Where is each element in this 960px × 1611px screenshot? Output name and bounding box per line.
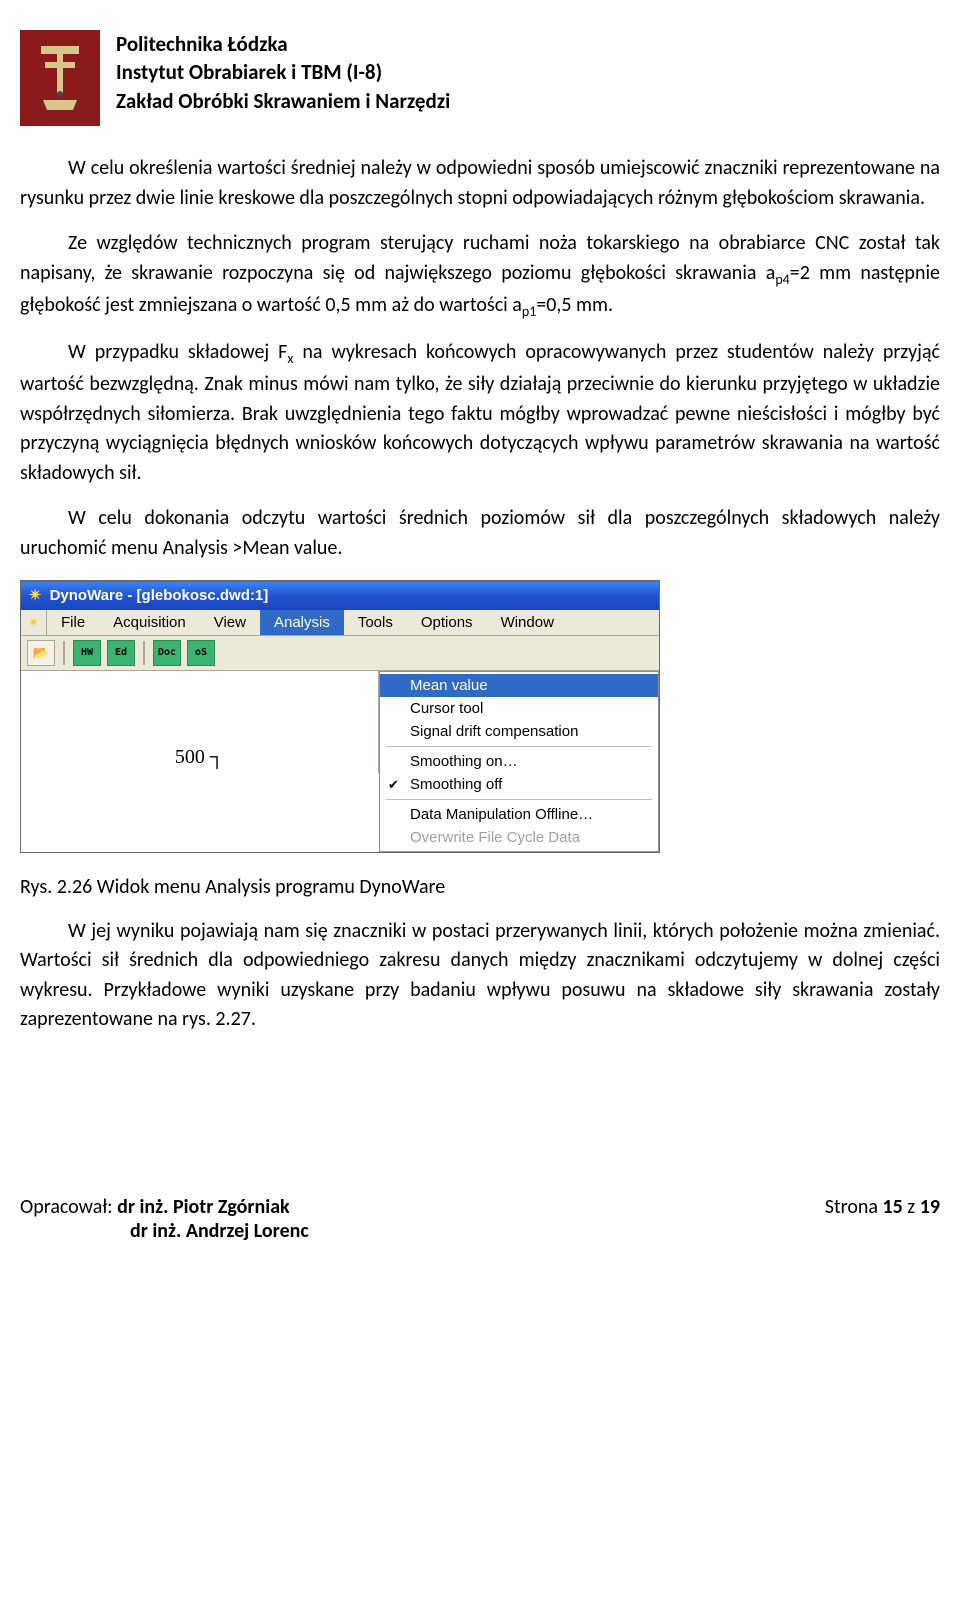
- toolbar-separator: [143, 641, 145, 665]
- dd-mean-value[interactable]: Mean value: [380, 674, 658, 697]
- footer-page-mid: z: [903, 1195, 920, 1219]
- footer-author-1: dr inż. Piotr Zgórniak: [117, 1195, 290, 1219]
- dropdown-separator: [386, 746, 652, 747]
- menu-analysis[interactable]: Analysis: [260, 610, 344, 635]
- dropdown-separator: [386, 799, 652, 800]
- chart-canvas: 500 ┐: [21, 671, 379, 773]
- window-title: DynoWare - [glebokosc.dwd:1]: [50, 587, 269, 604]
- p2-sub2: p1: [522, 303, 536, 320]
- menu-view[interactable]: View: [200, 610, 260, 635]
- dd-smoothing-off-label: Smoothing off: [410, 776, 502, 793]
- logo-emblem-icon: [31, 40, 89, 116]
- paragraph-2: Ze względów technicznych program sterują…: [20, 229, 940, 322]
- figure-caption: Rys. 2.26 Widok menu Analysis programu D…: [20, 875, 940, 899]
- axis-value-500: 500 ┐: [175, 746, 224, 769]
- content-row: 500 ┐ Mean value Cursor tool Signal drif…: [21, 671, 659, 852]
- footer-authors: Opracował: dr inż. Piotr Zgórniak dr inż…: [20, 1195, 309, 1243]
- footer-page-total: 19: [920, 1195, 940, 1219]
- analysis-dropdown: Mean value Cursor tool Signal drift comp…: [379, 671, 659, 852]
- toolbar: 📂 HW Ed Doc oS: [21, 636, 659, 671]
- toolbar-hw-button[interactable]: HW: [73, 640, 101, 666]
- paragraph-3: W przypadku składowej Fx na wykresach ko…: [20, 338, 940, 488]
- header-text-block: Politechnika Łódzka Instytut Obrabiarek …: [116, 30, 450, 126]
- mdi-child-icon[interactable]: ✴: [21, 610, 47, 635]
- dd-smoothing-on[interactable]: Smoothing on…: [380, 750, 658, 773]
- folder-open-icon: 📂: [33, 645, 49, 661]
- app-icon: ✴: [29, 588, 42, 603]
- dd-signal-drift[interactable]: Signal drift compensation: [380, 720, 658, 743]
- toolbar-open-button[interactable]: 📂: [27, 640, 55, 666]
- footer-author-2: dr inż. Andrzej Lorenc: [130, 1219, 309, 1243]
- menu-tools[interactable]: Tools: [344, 610, 407, 635]
- footer-page: Strona 15 z 19: [825, 1195, 940, 1243]
- header-line-2: Instytut Obrabiarek i TBM (I-8): [116, 58, 450, 86]
- university-logo: [20, 30, 100, 126]
- footer-prefix: Opracował:: [20, 1195, 117, 1219]
- menu-file[interactable]: File: [47, 610, 99, 635]
- dd-smoothing-off[interactable]: ✔ Smoothing off: [380, 773, 658, 796]
- menu-acquisition[interactable]: Acquisition: [99, 610, 200, 635]
- document-header: Politechnika Łódzka Instytut Obrabiarek …: [20, 30, 940, 126]
- paragraph-4: W celu dokonania odczytu wartości średni…: [20, 504, 940, 563]
- dd-data-manip[interactable]: Data Manipulation Offline…: [380, 803, 658, 826]
- p2-sub1: p4: [775, 271, 789, 288]
- menu-options[interactable]: Options: [407, 610, 487, 635]
- paragraph-1: W celu określenia wartości średniej nale…: [20, 154, 940, 213]
- toolbar-separator: [63, 641, 65, 665]
- toolbar-doc-button[interactable]: Doc: [153, 640, 181, 666]
- toolbar-os-button[interactable]: oS: [187, 640, 215, 666]
- check-icon: ✔: [388, 777, 399, 793]
- footer-page-prefix: Strona: [825, 1195, 883, 1219]
- window-titlebar[interactable]: ✴ DynoWare - [glebokosc.dwd:1]: [21, 581, 659, 610]
- p2-part-c: =0,5 mm.: [536, 293, 613, 317]
- menubar: File Acquisition View Analysis Tools Opt…: [47, 610, 568, 635]
- screenshot-dynoware-window: ✴ DynoWare - [glebokosc.dwd:1] ✴ File Ac…: [20, 580, 660, 853]
- dd-overwrite[interactable]: Overwrite File Cycle Data: [380, 826, 658, 849]
- menu-window[interactable]: Window: [487, 610, 568, 635]
- toolbar-ed-button[interactable]: Ed: [107, 640, 135, 666]
- menubar-row: ✴ File Acquisition View Analysis Tools O…: [21, 610, 659, 636]
- footer-page-num: 15: [882, 1195, 902, 1219]
- header-line-1: Politechnika Łódzka: [116, 30, 450, 58]
- page-footer: Opracował: dr inż. Piotr Zgórniak dr inż…: [20, 1195, 940, 1243]
- p3-part-a: W przypadku składowej F: [68, 340, 287, 364]
- dd-cursor-tool[interactable]: Cursor tool: [380, 697, 658, 720]
- header-line-3: Zakład Obróbki Skrawaniem i Narzędzi: [116, 87, 450, 115]
- paragraph-5: W jej wyniku pojawiają nam się znaczniki…: [20, 917, 940, 1035]
